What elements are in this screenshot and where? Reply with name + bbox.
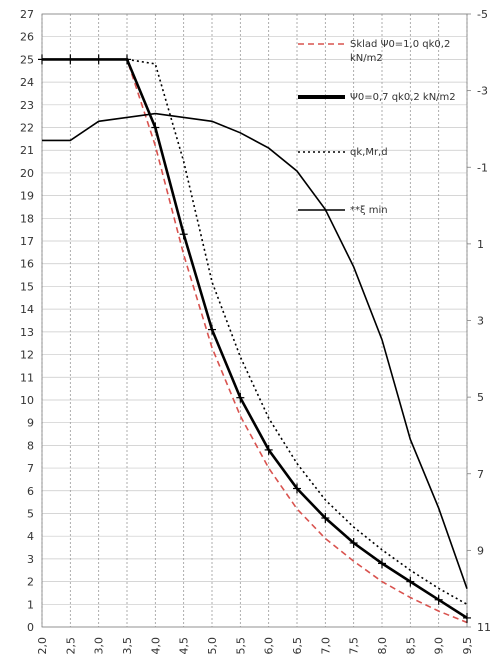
y-left-tick-label: 8: [27, 439, 34, 452]
y-right-tick-label: -5: [477, 8, 488, 21]
legend-label: **ξ min: [350, 205, 388, 216]
series-line: [42, 58, 468, 624]
x-tick-label: 8,5: [404, 637, 417, 655]
x-tick-label: 9,0: [433, 637, 446, 655]
y-left-tick-label: 20: [20, 167, 34, 180]
y-left-tick-label: 5: [27, 507, 34, 520]
y-left-tick-label: 1: [27, 598, 34, 611]
x-tick-label: 3,5: [121, 637, 134, 655]
legend-label: Sklad Ψ0=1,0 qk0,2: [350, 39, 450, 50]
series-line: [42, 112, 468, 589]
y-left-tick-label: 3: [27, 553, 34, 566]
x-tick-label: 2,0: [36, 637, 49, 655]
legend-label: Ψ0=0,7 qk0,2 kN/m2: [350, 92, 456, 103]
grid-horizontal: [42, 13, 467, 628]
y-left-tick-label: 15: [20, 280, 34, 293]
y-right-tick-label: 7: [477, 468, 484, 481]
y-left-tick-label: 19: [20, 190, 34, 203]
y-left-tick-label: 18: [20, 212, 34, 225]
y-left-tick-label: 22: [20, 122, 34, 135]
x-tick-label: 6,5: [291, 637, 304, 655]
x-tick-label: 7,0: [319, 637, 332, 655]
y-left-tick-label: 0: [27, 621, 34, 634]
y-left-tick-label: 13: [20, 326, 34, 339]
x-tick-label: 3,0: [93, 637, 106, 655]
y-right-tick-label: 9: [477, 544, 484, 557]
y-left-tick-label: 26: [20, 31, 34, 44]
y-left-tick-label: 7: [27, 462, 34, 475]
y-left-tick-label: 25: [20, 53, 34, 66]
x-tick-label: 5,5: [234, 637, 247, 655]
y-left-tick-label: 11: [20, 371, 34, 384]
y-left-tick-label: 21: [20, 144, 34, 157]
y-left-tick-label: 6: [27, 485, 34, 498]
y-left-tick-label: 12: [20, 349, 34, 362]
x-tick-label: 8,0: [376, 637, 389, 655]
y-left-tick-label: 27: [20, 8, 34, 21]
y-left-tick-label: 9: [27, 417, 34, 430]
y-left-tick-label: 16: [20, 258, 34, 271]
y-left-tick-label: 17: [20, 235, 34, 248]
x-tick-label: 2,5: [64, 637, 77, 655]
y-left-tick-label: 10: [20, 394, 34, 407]
x-tick-label: 9,5: [461, 637, 474, 655]
x-tick-label: 7,5: [348, 637, 361, 655]
y-left-tick-label: 24: [20, 76, 34, 89]
y-left-tick-label: 23: [20, 99, 34, 112]
x-tick-label: 4,5: [178, 637, 191, 655]
y-right-tick-label: -1: [477, 161, 488, 174]
x-tick-label: 6,0: [263, 637, 276, 655]
plot-frame: [41, 13, 468, 628]
y-right-tick-label: -3: [477, 85, 488, 98]
y-right-tick-label: 1: [477, 238, 484, 251]
y-left-tick-label: 4: [27, 530, 34, 543]
x-tick-label: 5,0: [206, 637, 219, 655]
y-right-tick-labels: -5 -3 -1 1 3 5 7 9 11: [467, 8, 491, 634]
y-left-tick-label: 14: [20, 303, 34, 316]
legend-label: qk,Mr,d: [350, 147, 388, 158]
x-tick-labels: 2,0 2,5 3,0 3,5 4,0 4,5 5,0 5,5 6,0 6,5 7,0 7,5 8,0 8…: [36, 637, 474, 655]
series-line: [42, 58, 468, 605]
x-tick-label: 4,0: [149, 637, 162, 655]
y-right-tick-label: 3: [477, 315, 484, 328]
y-right-tick-label: 11: [477, 621, 491, 634]
y-left-tick-labels: 0123456789101112131415161718192021222324…: [20, 8, 34, 634]
grid-vertical: [41, 14, 468, 627]
legend-label: kN/m2: [350, 53, 383, 64]
legend: Sklad Ψ0=1,0 qk0,2 kN/m2 Ψ0=0,7 qk0,2 kN/m…: [298, 39, 456, 216]
y-right-tick-label: 5: [477, 391, 484, 404]
series-line: [42, 58, 468, 619]
series-lines: [38, 54, 471, 624]
y-left-tick-label: 2: [27, 576, 34, 589]
